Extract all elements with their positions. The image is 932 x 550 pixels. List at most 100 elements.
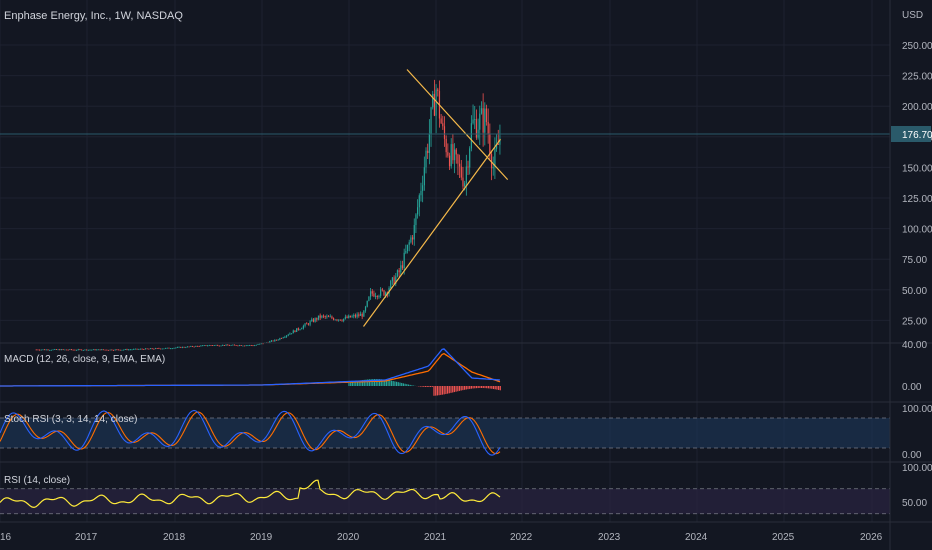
macd-histogram-bar: [392, 381, 394, 386]
candle-body: [112, 350, 115, 351]
candle-body: [91, 349, 93, 351]
candle-body: [401, 265, 404, 269]
macd-histogram-bar: [367, 379, 369, 386]
macd-histogram-bar: [397, 382, 399, 386]
candle-body: [92, 349, 94, 351]
candle-body: [96, 349, 98, 351]
candle-body: [420, 190, 422, 196]
macd-histogram-bar: [470, 386, 472, 389]
macd-histogram-bar: [419, 386, 421, 387]
candle-body: [196, 345, 199, 347]
candle-body: [279, 338, 281, 340]
time-axis-tick: 2024: [685, 532, 708, 543]
macd-histogram-bar: [368, 379, 370, 386]
candle-body: [453, 149, 456, 161]
candle-body: [97, 349, 100, 351]
candle-body: [213, 345, 215, 346]
candle-body: [369, 291, 372, 297]
candle-body: [432, 93, 434, 108]
macd-histogram-bar: [436, 386, 438, 396]
candle-body: [106, 349, 108, 351]
candle-body: [331, 316, 333, 319]
candle-body: [259, 343, 261, 345]
candle-body: [242, 345, 244, 347]
macd-histogram-bar: [424, 386, 427, 387]
candle-body: [440, 118, 442, 124]
macd-histogram-bar: [350, 382, 352, 386]
price-axis-tick: 75.00: [902, 255, 927, 266]
candle-body: [148, 348, 150, 350]
candle-body: [67, 349, 69, 351]
price-pane[interactable]: [35, 79, 501, 351]
candle-body: [480, 108, 483, 114]
rsi-pane[interactable]: [0, 479, 890, 515]
candle-body: [212, 345, 214, 346]
candle-body: [280, 338, 283, 339]
macd-line: [0, 348, 501, 387]
candle-body: [403, 252, 405, 269]
candle-body: [433, 93, 436, 116]
candle-body: [358, 314, 360, 316]
candle-body: [341, 320, 343, 322]
candle-body: [186, 346, 189, 348]
candle-body: [175, 347, 177, 349]
candle-body: [393, 277, 395, 284]
candle-body: [59, 349, 61, 351]
candle-body: [233, 344, 236, 346]
macd-histogram-bar: [351, 382, 353, 386]
candle-body: [178, 346, 180, 348]
candle-body: [366, 300, 368, 307]
trendlines[interactable]: [363, 69, 509, 327]
candle-body: [143, 349, 145, 350]
time-axis-tick: 2026: [860, 532, 883, 543]
time-axis-tick: 2019: [250, 532, 273, 543]
candle-body: [277, 339, 279, 341]
candle-body: [327, 316, 330, 318]
candle-body: [158, 348, 160, 350]
candle-body: [235, 345, 237, 346]
candle-body: [133, 349, 135, 350]
candle-body: [457, 154, 459, 164]
candle-body: [54, 349, 56, 350]
macd-histogram-bar: [447, 386, 449, 394]
macd-pane[interactable]: [0, 348, 501, 396]
macd-histogram-bar: [379, 379, 381, 386]
candle-body: [232, 344, 234, 346]
candle-body: [324, 316, 326, 318]
time-axis[interactable]: 16 2017 2018 2019 2020 2021 2022 2023 2024 2025 20…: [0, 532, 883, 543]
candle-body: [312, 319, 315, 322]
candle-body: [65, 349, 68, 351]
price-axis[interactable]: 250.00225.00200.00175.00150.00125.00100.…: [902, 41, 932, 327]
macd-histogram-bar: [487, 386, 489, 389]
candle-body: [443, 126, 446, 139]
candle-body: [156, 348, 158, 349]
candle-body: [371, 291, 373, 294]
macd-histogram-bar: [486, 386, 488, 389]
candle-body: [237, 345, 239, 347]
candle-body: [255, 344, 257, 346]
macd-histogram-bar: [494, 386, 496, 390]
rsi-title: RSI (14, close): [4, 475, 70, 486]
candle-body: [395, 276, 397, 284]
macd-histogram-bar: [431, 386, 433, 387]
candle-body: [472, 119, 474, 124]
candle-body: [329, 316, 331, 318]
candle-body: [455, 149, 457, 155]
candle-body: [359, 313, 362, 316]
candle-body: [368, 296, 370, 301]
macd-histogram-bar: [484, 386, 486, 389]
candle-body: [72, 349, 74, 351]
candle-body: [380, 289, 382, 296]
macd-histogram-bar: [380, 379, 382, 386]
macd-histogram-bar: [458, 386, 461, 391]
stoch-rsi-pane[interactable]: [0, 409, 890, 456]
candle-body: [139, 348, 142, 350]
candle-body: [499, 138, 501, 145]
candle-body: [183, 346, 185, 348]
candle-body: [107, 349, 110, 351]
candle-body: [459, 163, 461, 167]
candle-body: [84, 349, 86, 351]
candle-body: [249, 345, 251, 346]
price-axis-tick: 150.00: [902, 163, 932, 174]
